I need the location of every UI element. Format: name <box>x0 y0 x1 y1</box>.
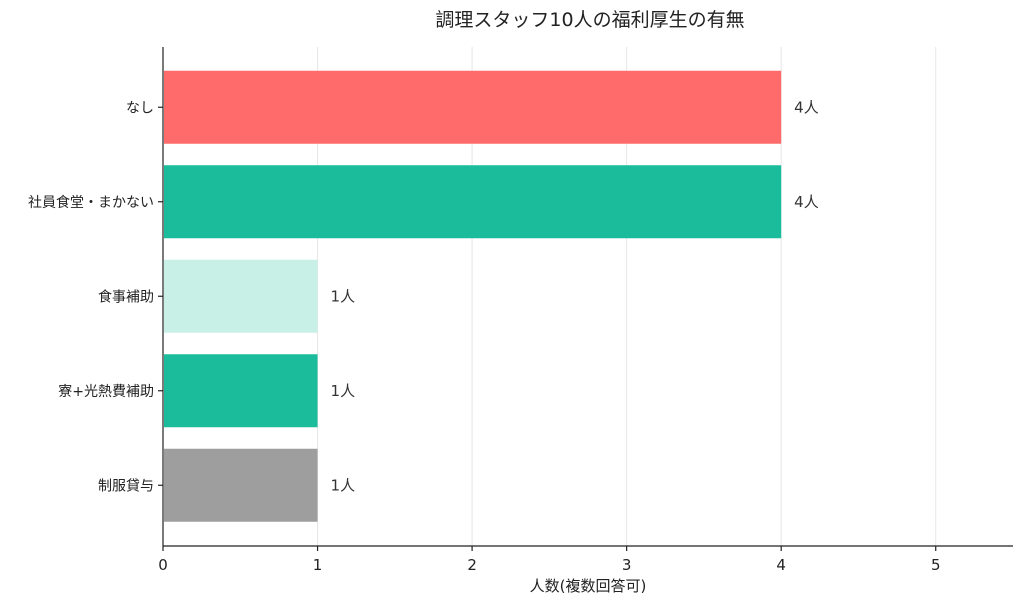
bar <box>164 448 318 522</box>
data-label: 4人 <box>794 193 819 211</box>
y-category-label: 食事補助 <box>98 288 154 305</box>
y-category-label: なし <box>126 100 154 116</box>
x-axis-label: 人数(複数回答可) <box>530 577 647 595</box>
data-label: 1人 <box>331 382 356 400</box>
bar <box>164 259 318 333</box>
x-tick-label: 1 <box>313 556 323 574</box>
x-tick-label: 5 <box>931 556 941 574</box>
x-tick-label: 0 <box>158 556 168 574</box>
x-tick-labels: 0 1 2 3 4 5 <box>158 546 941 574</box>
bar <box>164 165 782 239</box>
data-label: 1人 <box>331 287 356 305</box>
chart-title: 調理スタッフ10人の福利厚生の有無 <box>435 9 744 31</box>
bar <box>164 70 782 144</box>
x-tick-label: 4 <box>776 556 786 574</box>
y-category-label: 寮+光熱費補助 <box>58 383 154 400</box>
data-label: 4人 <box>794 98 819 116</box>
x-tick-label: 3 <box>622 556 632 574</box>
data-label: 1人 <box>331 476 356 494</box>
y-category-label: 制服貸与 <box>98 478 154 494</box>
data-labels: 4人 4人 1人 1人 1人 <box>331 98 819 494</box>
bars <box>164 70 782 522</box>
x-tick-label: 2 <box>467 556 477 574</box>
bar <box>164 354 318 428</box>
y-category-label: 社員食堂・まかない <box>28 194 154 211</box>
